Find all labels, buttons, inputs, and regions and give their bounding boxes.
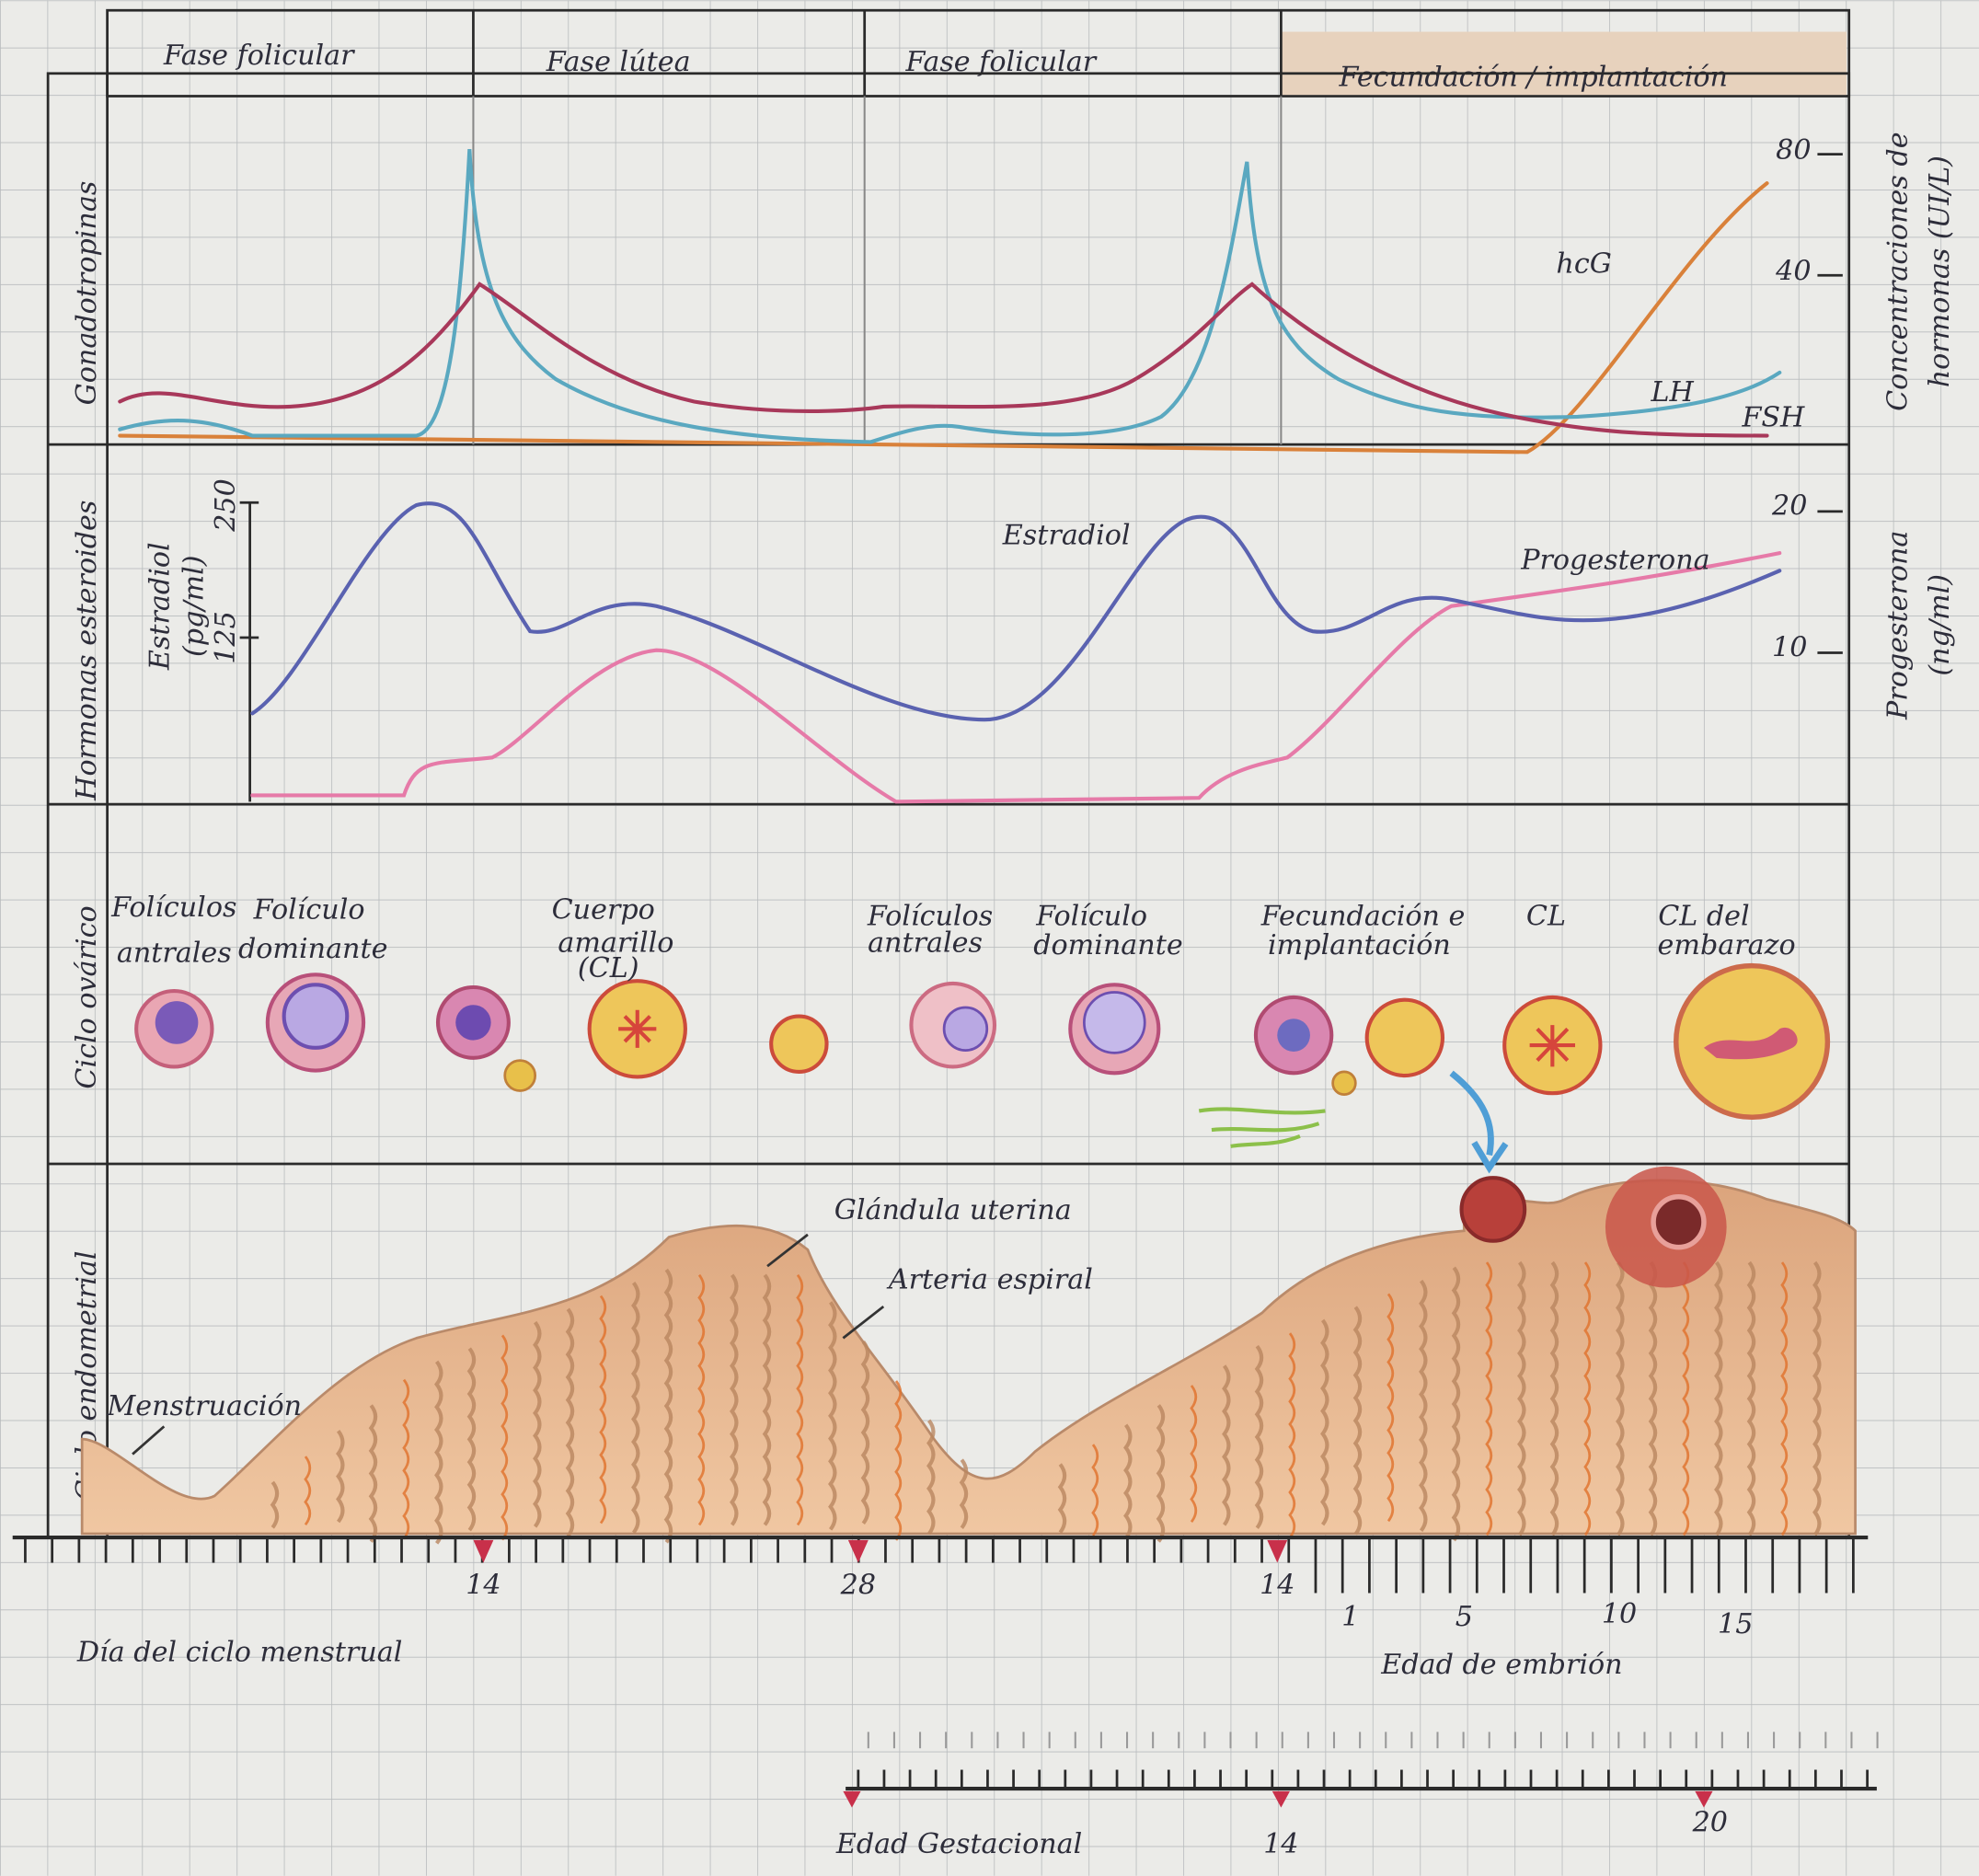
- ovarian-label: implantación: [1268, 929, 1451, 961]
- ovarian-label: dominante: [238, 933, 388, 965]
- axis-tick-label: 250: [210, 478, 242, 533]
- ovarian-label: Cuerpo: [552, 894, 655, 926]
- ovarian-label: Folículos: [110, 892, 236, 924]
- ovarian-label: Folículo: [253, 894, 365, 926]
- axis-title: hormonas (UI/L): [1924, 155, 1956, 387]
- follicle-core: [455, 1005, 490, 1040]
- curve-label: LH: [1650, 376, 1694, 409]
- endometrial-label: Arteria espiral: [886, 1264, 1093, 1296]
- row-label: Hormonas esteroides: [71, 501, 103, 801]
- axis-tick-label: 20: [1771, 490, 1807, 523]
- ovarian-label: embarazo: [1658, 929, 1796, 961]
- row-label: Ciclo ovárico: [71, 905, 103, 1088]
- follicle-core: [1084, 992, 1145, 1053]
- axis-tick-label: 10: [1772, 631, 1807, 663]
- axis-title: Día del ciclo menstrual: [76, 1636, 403, 1668]
- ovarian-label: Fecundación e: [1260, 901, 1466, 933]
- ovarian-label: antrales: [117, 937, 232, 969]
- endometrial-label: Menstruación: [106, 1390, 302, 1422]
- axis-title: (pg/ml): [178, 555, 211, 657]
- embryo-tick-label: 10: [1602, 1598, 1637, 1630]
- curve-label: hcG: [1556, 247, 1611, 280]
- axis-title: Edad Gestacional: [835, 1828, 1082, 1860]
- axis-title: Edad de embrión: [1380, 1649, 1622, 1681]
- axis-title: Estradiol: [144, 542, 177, 671]
- curve-label: FSH: [1741, 402, 1805, 434]
- gestational-tick-label: 14: [1263, 1828, 1298, 1860]
- axis-title: Progesterona: [1882, 531, 1915, 720]
- embryo: [1653, 1197, 1704, 1248]
- ovarian-label: antrales: [868, 926, 983, 959]
- ovarian-label: Folículo: [1035, 901, 1147, 933]
- cycle-tick-label: 14: [466, 1570, 501, 1602]
- axis-title: (ng/ml): [1924, 574, 1956, 676]
- phase-label: Fecundación / implantación: [1339, 61, 1728, 93]
- diagram: Fase folicular Fase lútea Fase folicular…: [0, 0, 1979, 1876]
- page: Fase folicular Fase lútea Fase folicular…: [0, 0, 1979, 1876]
- oocyte: [1333, 1072, 1356, 1095]
- axis-tick-label: 125: [210, 611, 242, 664]
- embryo-tick-label: 1: [1341, 1601, 1359, 1633]
- row-label: Gonadotropinas: [71, 181, 103, 406]
- corpus-albicans: [771, 1017, 826, 1072]
- follicle-core: [284, 984, 348, 1048]
- implanted-embryo: [1462, 1178, 1525, 1241]
- follicle-core: [1277, 1019, 1310, 1052]
- curve-label: Estradiol: [1002, 519, 1131, 551]
- cycle-tick-label: 28: [840, 1570, 876, 1602]
- axis-title: Concentraciones de: [1882, 132, 1915, 411]
- zygote: [1367, 1000, 1443, 1076]
- follicle-core: [944, 1007, 987, 1051]
- cycle-tick-label: 14: [1260, 1570, 1294, 1602]
- axis-tick-label: 80: [1776, 134, 1811, 167]
- gestational-tick-label: 20: [1692, 1807, 1728, 1839]
- oocyte: [505, 1061, 535, 1091]
- axis-tick-label: 40: [1775, 256, 1811, 288]
- embryo-tick-label: 15: [1718, 1608, 1753, 1640]
- follicle-core: [155, 1001, 199, 1044]
- curve-label: Progesterona: [1520, 545, 1709, 577]
- endometrial-label: Glándula uterina: [834, 1194, 1072, 1226]
- embryo-tick-label: 5: [1455, 1601, 1473, 1633]
- ovarian-label: dominante: [1033, 929, 1183, 961]
- ovarian-label: CL del: [1658, 901, 1749, 933]
- phase-label: Fase folicular: [163, 40, 355, 72]
- ovarian-label: (CL): [578, 952, 639, 984]
- ovarian-label: CL: [1526, 901, 1566, 933]
